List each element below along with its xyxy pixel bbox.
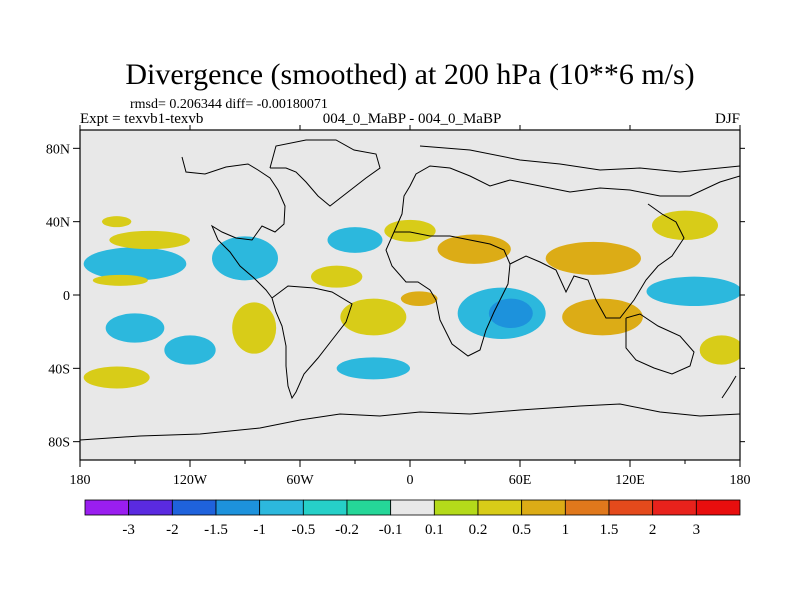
field-anomaly: [384, 219, 436, 242]
coast-antarctica: [80, 403, 740, 441]
x-tick-label: 60W: [286, 473, 314, 488]
colorbar-box: [128, 499, 173, 516]
case-label: 004_0_MaBP - 004_0_MaBP: [323, 111, 502, 127]
colorbar-label: 0.5: [512, 522, 531, 538]
field-anomaly: [232, 302, 277, 354]
colorbar-box: [695, 499, 741, 516]
colorbar-box: [215, 499, 261, 516]
field-anomaly: [164, 335, 216, 365]
y-tick-label: 80S: [48, 436, 70, 451]
x-tick-label: 0: [407, 473, 414, 488]
colorbar-box: [346, 499, 392, 516]
y-tick-label: 0: [63, 289, 70, 304]
colorbar-box: [302, 499, 348, 516]
colorbar-label: 3: [693, 522, 701, 538]
field-anomaly: [311, 265, 363, 288]
field-anomaly: [562, 298, 643, 336]
colorbar-box: [652, 499, 697, 516]
coast-africa: [385, 231, 511, 357]
field-anomaly: [92, 274, 148, 286]
field-anomaly: [545, 241, 641, 275]
coast-north-america: [181, 156, 286, 299]
field-anomaly: [488, 298, 533, 329]
field-anomaly: [646, 276, 740, 306]
axes: 180 120W 60W 0 60E 120E 180 80N 40N 0 40S 80S: [46, 125, 751, 488]
colorbar-label: 2: [649, 522, 657, 538]
coast-europe: [393, 165, 740, 233]
colorbar-label: 1: [562, 522, 570, 538]
colorbar-box: [171, 499, 217, 516]
colorbar-label: -0.1: [379, 522, 403, 538]
y-tick-label: 40S: [48, 362, 70, 377]
colorbar-label: -1.5: [204, 522, 228, 538]
colorbar-label: 0.1: [425, 522, 444, 538]
field-anomaly: [437, 234, 511, 264]
colorbar-box: [84, 499, 130, 516]
field-anomaly: [336, 357, 411, 380]
stats-label: rmsd= 0.206344 diff= -0.00180071: [130, 97, 328, 112]
field-anomaly: [340, 298, 407, 336]
colorbar-label: 1.5: [600, 522, 619, 538]
coastlines: [80, 139, 740, 441]
y-tick-label: 40N: [46, 216, 70, 231]
field-anomaly: [105, 313, 165, 343]
divergence-field: [83, 210, 740, 389]
coast-australia: [625, 313, 695, 375]
field-anomaly: [83, 366, 150, 389]
colorbar-label: 0.2: [469, 522, 488, 538]
x-tick-label: 60E: [509, 473, 532, 488]
x-tick-label: 180: [70, 473, 91, 488]
field-anomaly: [327, 227, 383, 253]
plot-title: Divergence (smoothed) at 200 hPa (10**6 …: [125, 58, 694, 91]
colorbar-box: [477, 499, 523, 516]
y-tick-label: 80N: [46, 142, 70, 157]
field-anomaly: [109, 230, 190, 250]
x-tick-label: 120E: [615, 473, 645, 488]
field-anomaly: [102, 216, 132, 228]
colorbar-box: [433, 499, 479, 516]
colorbar-box: [390, 499, 435, 516]
experiment-label: Expt = texvb1-texvb: [80, 111, 203, 127]
colorbar-box: [608, 499, 654, 516]
colorbar: -3 -2 -1.5 -1 -0.5 -0.2 -0.1 0.1 0.2 0.5 1 1.5 2 3: [84, 499, 741, 538]
colorbar-box: [521, 499, 566, 516]
field-anomaly: [652, 210, 718, 240]
x-tick-label: 120W: [173, 473, 208, 488]
field-anomaly: [83, 247, 187, 281]
colorbar-label: -2: [166, 522, 179, 538]
colorbar-label: -0.5: [291, 522, 315, 538]
x-tick-label: 180: [730, 473, 751, 488]
colorbar-label: -3: [122, 522, 135, 538]
season-label: DJF: [715, 111, 740, 127]
coast-south-america: [271, 285, 353, 400]
field-anomaly: [400, 291, 438, 306]
colorbar-label: -1: [253, 522, 266, 538]
coast-arctic: [419, 145, 740, 173]
coast-new-zealand: [721, 375, 737, 399]
coast-asia-south: [509, 203, 685, 319]
colorbar-box: [259, 499, 304, 516]
colorbar-box: [564, 499, 610, 516]
field-anomaly: [212, 236, 278, 281]
field-anomaly: [699, 335, 740, 365]
colorbar-label: -0.2: [335, 522, 359, 538]
coast-greenland: [269, 139, 381, 207]
